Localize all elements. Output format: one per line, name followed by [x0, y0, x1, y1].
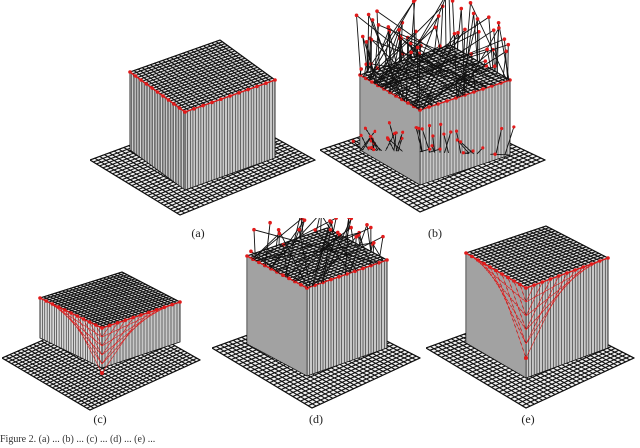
- panel-label-a: (a): [191, 226, 205, 240]
- figure-panel-c: [2, 250, 202, 415]
- surface-plot-c: [2, 271, 202, 411]
- figure-caption: Figure 2. (a) ... (b) ... (c) ... (d) ..…: [0, 434, 156, 445]
- surface-plot-b: [320, 0, 547, 213]
- figure-panel-b: [320, 0, 550, 222]
- figure-panel-a: [90, 10, 320, 225]
- panel-label-b: (b): [428, 226, 442, 240]
- surface-plot-a: [90, 39, 317, 216]
- panel-label-c: (c): [93, 412, 107, 426]
- surface-plot-e: [426, 225, 636, 409]
- panel-label-d: (d): [309, 412, 323, 426]
- figure-panel-d: [212, 218, 422, 414]
- panel-label-e: (e): [521, 412, 535, 426]
- surface-plot-d: [212, 218, 422, 409]
- figure-panel-e: [426, 218, 636, 414]
